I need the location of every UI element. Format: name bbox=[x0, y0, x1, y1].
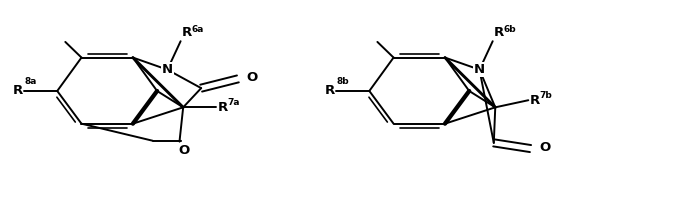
Text: O: O bbox=[247, 71, 258, 84]
Text: O: O bbox=[540, 141, 551, 154]
Text: 6a: 6a bbox=[192, 25, 204, 34]
Text: R: R bbox=[494, 26, 505, 39]
Text: 7b: 7b bbox=[540, 91, 552, 100]
Text: 8a: 8a bbox=[24, 77, 36, 86]
Text: 8b: 8b bbox=[336, 77, 349, 86]
Text: R: R bbox=[324, 84, 335, 98]
Text: 6b: 6b bbox=[504, 25, 517, 34]
Text: R: R bbox=[217, 101, 228, 114]
Text: R: R bbox=[182, 26, 192, 39]
Text: N: N bbox=[162, 63, 173, 76]
Text: R: R bbox=[530, 94, 540, 107]
Text: 7a: 7a bbox=[227, 98, 240, 107]
Text: N: N bbox=[474, 63, 485, 76]
Text: O: O bbox=[179, 144, 190, 157]
Text: R: R bbox=[13, 84, 23, 98]
